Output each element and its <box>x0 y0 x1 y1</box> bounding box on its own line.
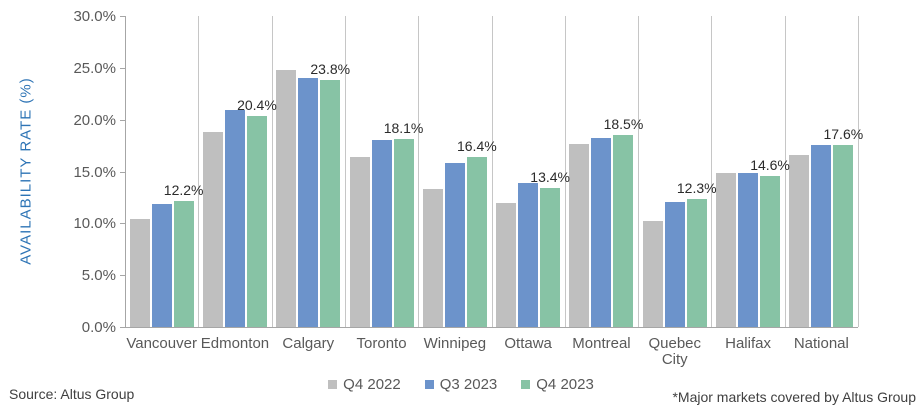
bar-q4-2023-halifax <box>760 175 781 327</box>
footnote: *Major markets covered by Altus Group <box>672 389 916 405</box>
x-axis-label-halifax: Halifax <box>725 335 771 352</box>
bar-q3-2023-edmonton <box>224 110 245 327</box>
gridline <box>711 16 713 327</box>
bar-q3-2023-ottawa <box>518 182 539 327</box>
legend-swatch-icon <box>521 380 531 389</box>
bar-q4-2023-edmonton <box>246 115 267 327</box>
bar-q3-2023-quebec-city <box>664 201 685 327</box>
x-axis-label-national: National <box>793 335 849 352</box>
data-label-winnipeg: 16.4% <box>456 137 497 154</box>
data-label-quebec-city: 12.3% <box>676 180 717 197</box>
bar-q4-2022-calgary <box>276 69 297 327</box>
x-axis-label-winnipeg: Winnipeg <box>423 335 487 352</box>
legend-label-q4-2023: Q4 2023 <box>536 376 594 393</box>
bar-q4-2023-montreal <box>613 135 634 327</box>
gridline <box>418 16 420 327</box>
data-label-vancouver: 12.2% <box>163 181 204 198</box>
bar-q4-2022-edmonton <box>202 132 223 327</box>
bar-q3-2023-winnipeg <box>444 163 465 327</box>
y-tick <box>120 171 125 173</box>
source-note: Source: Altus Group <box>9 386 135 402</box>
bar-q4-2022-ottawa <box>496 202 517 327</box>
legend-label-q3-2023: Q3 2023 <box>439 376 498 393</box>
bar-q4-2022-toronto <box>349 156 370 327</box>
y-tick-label: 0.0% <box>81 319 116 336</box>
data-label-calgary: 23.8% <box>310 61 351 78</box>
gridline <box>491 16 493 327</box>
x-axis-label-calgary: Calgary <box>282 335 335 352</box>
bar-q4-2023-toronto <box>393 139 414 327</box>
data-label-halifax: 14.6% <box>750 156 790 173</box>
y-tick <box>120 119 125 121</box>
data-label-ottawa: 13.4% <box>530 169 570 186</box>
bar-q4-2022-quebec-city <box>642 221 663 327</box>
x-axis-line <box>125 327 858 328</box>
bar-q3-2023-montreal <box>591 138 612 327</box>
x-axis-label-toronto: Toronto <box>356 335 407 352</box>
bar-q4-2023-ottawa <box>540 188 561 327</box>
y-axis-title: AVAILABILITY RATE (%) <box>17 77 35 265</box>
gridline <box>858 16 859 327</box>
gridline <box>198 16 200 327</box>
data-label-edmonton: 20.4% <box>237 96 277 113</box>
gridline <box>564 16 566 327</box>
bar-q4-2022-national <box>789 154 810 327</box>
y-tick-label: 30.0% <box>73 8 116 25</box>
legend: Q4 2022 Q3 2023 Q4 2023 <box>0 377 922 392</box>
legend-item-q3-2023: Q3 2023 <box>424 376 498 393</box>
bar-q4-2023-calgary <box>320 80 341 327</box>
bar-q4-2023-national <box>833 144 854 327</box>
gridline <box>784 16 786 327</box>
bar-q3-2023-toronto <box>371 140 392 327</box>
x-axis-label-vancouver: Vancouver <box>126 335 197 352</box>
x-axis-label-quebec-city: Quebec City <box>648 335 702 369</box>
bar-q3-2023-national <box>811 144 832 327</box>
y-tick <box>120 327 125 328</box>
legend-item-q4-2022: Q4 2022 <box>328 377 401 392</box>
bar-q4-2022-winnipeg <box>422 189 443 327</box>
legend-swatch-icon <box>424 380 434 389</box>
y-tick <box>120 67 125 69</box>
gridline <box>638 16 640 327</box>
y-tick <box>120 223 125 225</box>
legend-swatch-icon <box>328 380 338 389</box>
legend-item-q4-2023: Q4 2023 <box>521 377 594 392</box>
bar-q4-2022-vancouver <box>129 219 150 327</box>
bar-q4-2023-winnipeg <box>466 156 487 327</box>
bar-q4-2023-vancouver <box>173 200 194 327</box>
y-tick-label: 20.0% <box>73 111 116 129</box>
bar-q4-2022-montreal <box>569 143 590 327</box>
data-label-national: 17.6% <box>823 125 864 142</box>
bar-q4-2022-halifax <box>716 172 737 327</box>
y-tick <box>120 16 125 17</box>
x-axis-label-edmonton: Edmonton <box>200 335 270 352</box>
bar-q3-2023-vancouver <box>151 203 172 327</box>
bar-q3-2023-halifax <box>738 172 759 327</box>
bar-q3-2023-calgary <box>298 78 319 327</box>
y-tick-label: 10.0% <box>73 215 116 233</box>
x-axis-label-montreal: Montreal <box>572 335 631 352</box>
y-tick-label: 5.0% <box>81 267 116 285</box>
gridline <box>271 16 273 327</box>
legend-label-q4-2022: Q4 2022 <box>343 376 401 393</box>
y-tick-label: 25.0% <box>73 59 116 77</box>
data-label-toronto: 18.1% <box>383 120 424 137</box>
gridline <box>344 16 346 327</box>
x-axis-label-ottawa: Ottawa <box>504 335 552 352</box>
y-tick-label: 15.0% <box>73 163 116 181</box>
y-tick <box>120 275 125 277</box>
y-axis-line <box>125 16 126 328</box>
bar-q4-2023-quebec-city <box>686 199 707 327</box>
data-label-montreal: 18.5% <box>603 116 644 133</box>
